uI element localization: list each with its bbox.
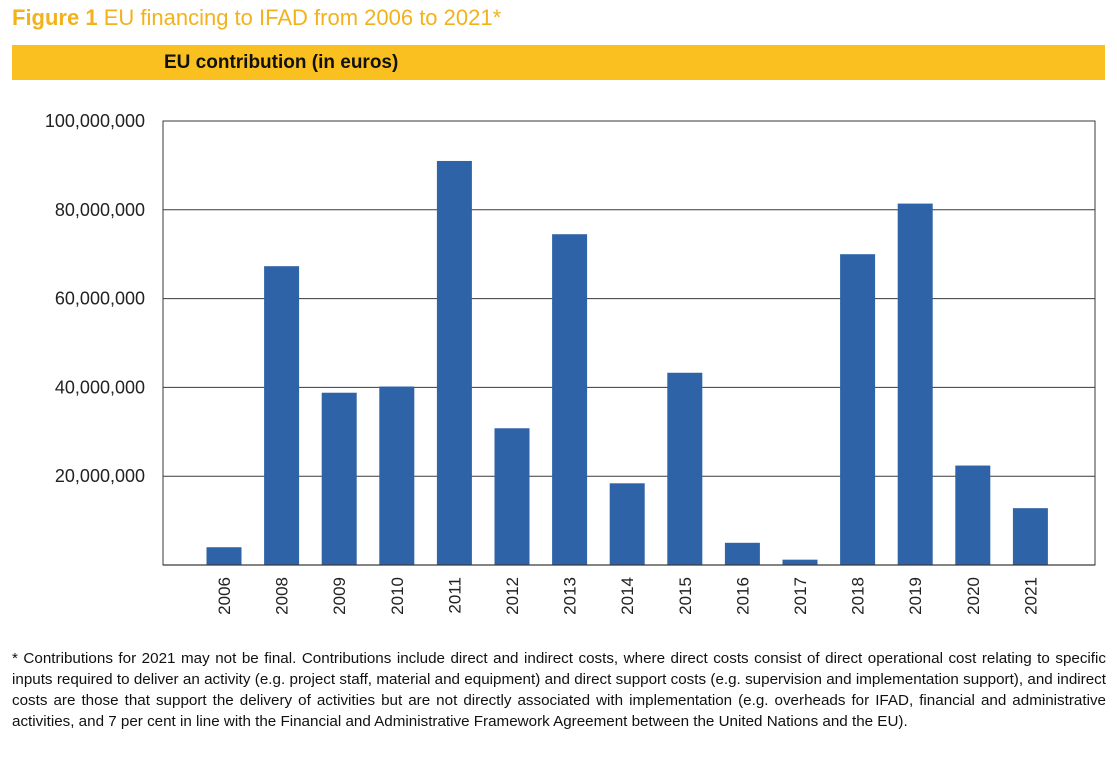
x-tick-label: 2018 [849, 577, 868, 615]
y-tick-label: 100,000,000 [45, 111, 145, 131]
x-tick-label: 2014 [618, 577, 637, 615]
x-tick-label: 2020 [964, 577, 983, 615]
bar [955, 465, 991, 565]
bar [436, 160, 472, 565]
figure-title-text: EU financing to IFAD from 2006 to 2021* [103, 5, 502, 30]
x-tick-label: 2009 [330, 577, 349, 615]
figure-label: Figure 1 [12, 5, 98, 30]
chart-banner: EU contribution (in euros) [12, 45, 1105, 80]
bar [609, 483, 645, 565]
y-tick-label: 80,000,000 [55, 200, 145, 220]
x-tick-label: 2012 [503, 577, 522, 615]
x-tick-label: 2015 [676, 577, 695, 615]
x-tick-label: 2006 [215, 577, 234, 615]
y-tick-label: 60,000,000 [55, 289, 145, 309]
bar [782, 559, 818, 565]
bar [321, 392, 357, 565]
y-tick-label: 40,000,000 [55, 377, 145, 397]
x-tick-label: 2008 [273, 577, 292, 615]
bar [897, 203, 933, 566]
bar [494, 428, 530, 565]
bar [206, 547, 242, 565]
x-tick-label: 2013 [561, 577, 580, 615]
footnote: * Contributions for 2021 may not be fina… [12, 650, 1106, 730]
bar [667, 372, 703, 565]
banner-label: EU contribution (in euros) [164, 52, 399, 73]
bar [1012, 508, 1048, 565]
bar [379, 386, 415, 565]
bar-chart: 20,000,000 40,000,000 60,000,000 80,000,000… [45, 111, 1096, 615]
x-tick-label: 2017 [791, 577, 810, 615]
figure-title: Figure 1 EU financing to IFAD from 2006 … [12, 5, 501, 31]
bar [552, 234, 588, 565]
x-tick-label: 2011 [445, 577, 464, 614]
x-tick-label: 2019 [906, 577, 925, 615]
x-tick-label: 2010 [388, 577, 407, 615]
bar [724, 542, 760, 565]
x-tick-label: 2016 [733, 577, 752, 615]
bar [264, 266, 300, 565]
x-tick-label: 2021 [1021, 577, 1040, 615]
bar [840, 254, 876, 565]
y-tick-label: 20,000,000 [55, 466, 145, 486]
